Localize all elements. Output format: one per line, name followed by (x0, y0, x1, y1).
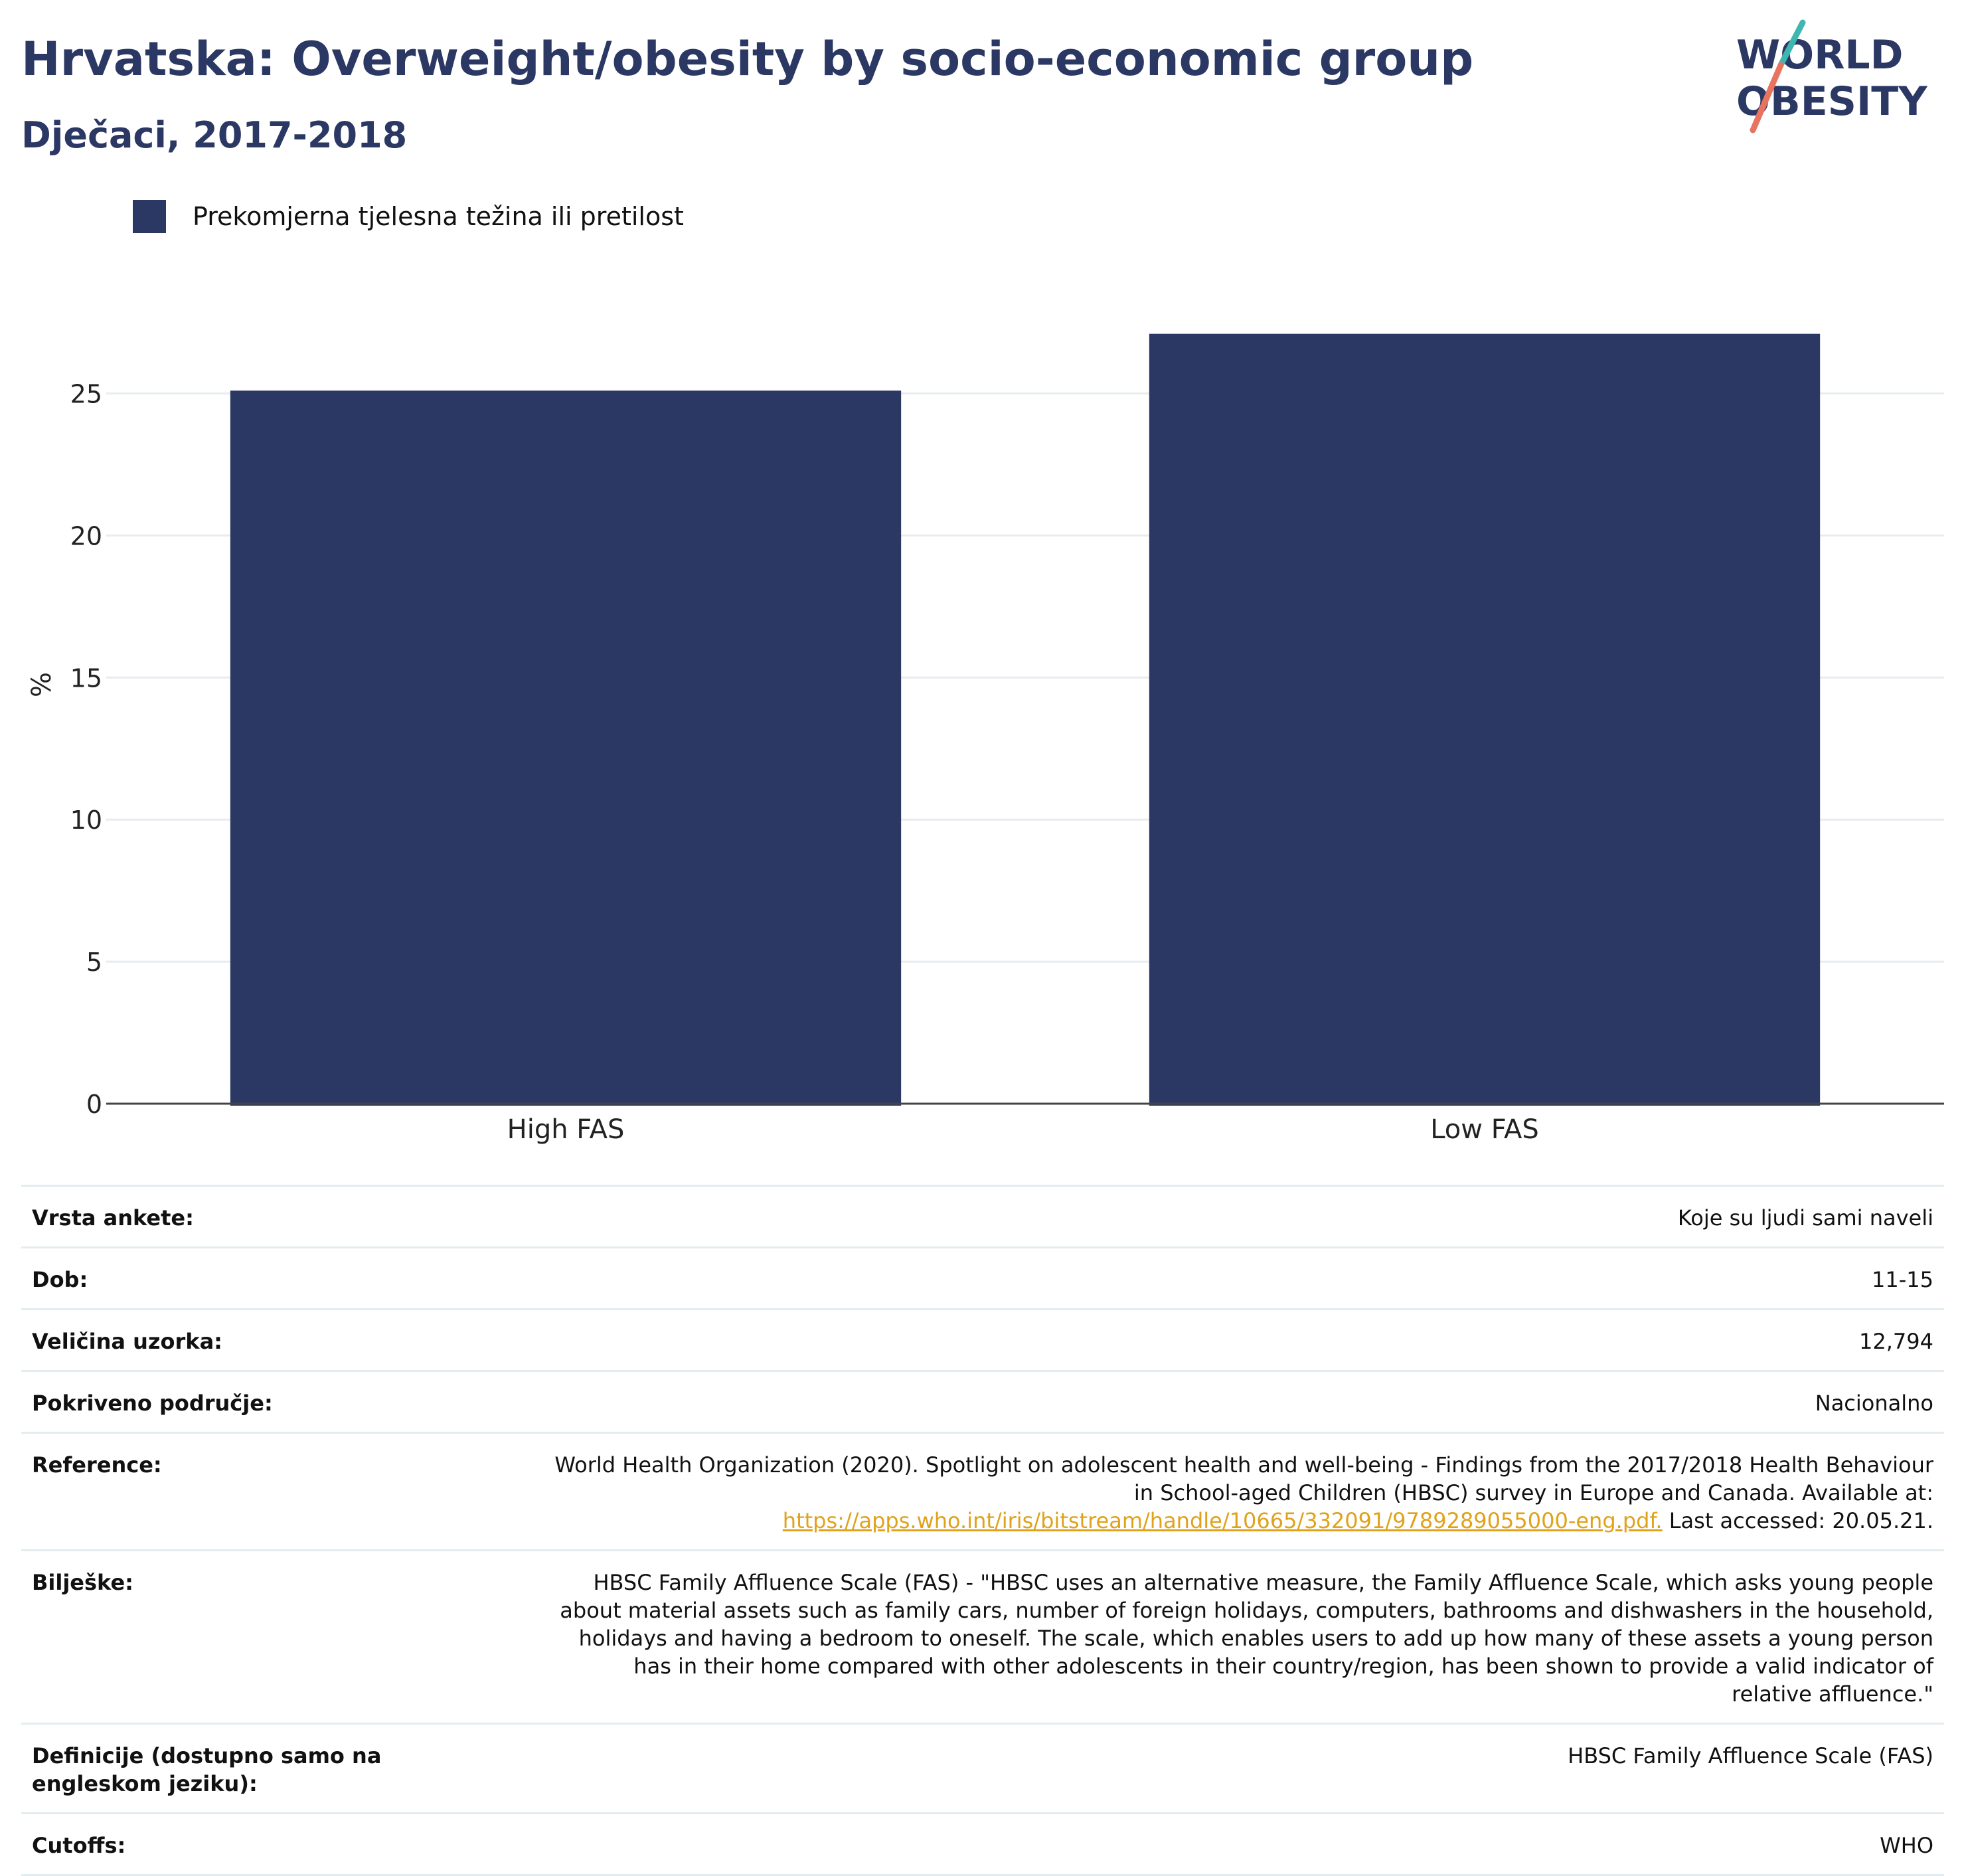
y-tick-label: 0 (86, 1090, 102, 1119)
meta-label: Pokriveno područje: (32, 1391, 273, 1416)
logo-line1: WORLD (1736, 32, 1903, 78)
meta-row-notes: Bilješke: HBSC Family Affluence Scale (F… (21, 1551, 1944, 1725)
y-tick-label: 20 (70, 521, 102, 551)
meta-label: Cutoffs: (32, 1833, 126, 1858)
meta-row-references: Reference: World Health Organization (20… (21, 1434, 1944, 1551)
meta-row-cutoffs: Cutoffs: WHO (21, 1814, 1944, 1876)
bars (230, 333, 1821, 1106)
meta-row-definitions: Definicije (dostupno samo na engleskom j… (21, 1725, 1944, 1814)
meta-label: Definicije (dostupno samo na engleskom j… (32, 1743, 382, 1796)
meta-row-survey-type: Vrsta ankete: Koje su ljudi sami naveli (21, 1187, 1944, 1248)
x-tick-label: High FAS (507, 1114, 625, 1145)
metadata-table: Vrsta ankete: Koje su ljudi sami naveli … (21, 1185, 1944, 1876)
y-axis-title: % (27, 672, 57, 697)
meta-value: HBSC Family Affluence Scale (FAS) (1568, 1743, 1933, 1768)
legend-swatch (133, 200, 166, 233)
meta-row-age: Dob: 11-15 (21, 1248, 1944, 1310)
meta-label: Veličina uzorka: (32, 1329, 222, 1354)
y-tick-label: 25 (70, 380, 102, 409)
y-tick-label: 10 (70, 806, 102, 835)
meta-label: Reference: (32, 1452, 162, 1478)
y-tick-label: 5 (86, 948, 102, 977)
world-obesity-logo: WORLD OBESITY (1736, 19, 1928, 133)
reference-text: World Health Organization (2020). Spotli… (554, 1452, 1933, 1505)
bar (230, 390, 902, 1106)
page-title: Hrvatska: Overweight/obesity by socio-ec… (21, 32, 1474, 86)
meta-value: HBSC Family Affluence Scale (FAS) - "HBS… (560, 1570, 1933, 1707)
reference-suffix: Last accessed: 20.05.21. (1662, 1508, 1933, 1533)
meta-row-sample-size: Veličina uzorka: 12,794 (21, 1310, 1944, 1372)
axes: 0 5 10 15 20 25 High FAS Low FAS% (27, 380, 1944, 1145)
meta-value: World Health Organization (2020). Spotli… (510, 1451, 1933, 1535)
meta-value: Nacionalno (1815, 1391, 1933, 1416)
bar-chart: 0 5 10 15 20 25 High FAS Low FAS% (27, 333, 1944, 1145)
meta-label: Bilješke: (32, 1570, 133, 1595)
chart-legend: Prekomjerna tjelesna težina ili pretilos… (133, 198, 684, 235)
meta-label: Dob: (32, 1267, 88, 1292)
meta-value: 11-15 (1872, 1267, 1933, 1292)
meta-value: WHO (1880, 1833, 1933, 1858)
reference-link[interactable]: https://apps.who.int/iris/bitstream/hand… (782, 1508, 1663, 1533)
meta-value: 12,794 (1859, 1329, 1933, 1354)
meta-row-coverage: Pokriveno područje: Nacionalno (21, 1372, 1944, 1434)
y-tick-label: 15 (70, 663, 102, 693)
legend-label: Prekomjerna tjelesna težina ili pretilos… (193, 202, 684, 231)
meta-label: Vrsta ankete: (32, 1205, 194, 1231)
x-tick-label: Low FAS (1430, 1114, 1539, 1145)
bar (1149, 333, 1821, 1106)
page-subtitle: Dječaci, 2017-2018 (21, 114, 408, 156)
meta-value: Koje su ljudi sami naveli (1677, 1205, 1933, 1231)
